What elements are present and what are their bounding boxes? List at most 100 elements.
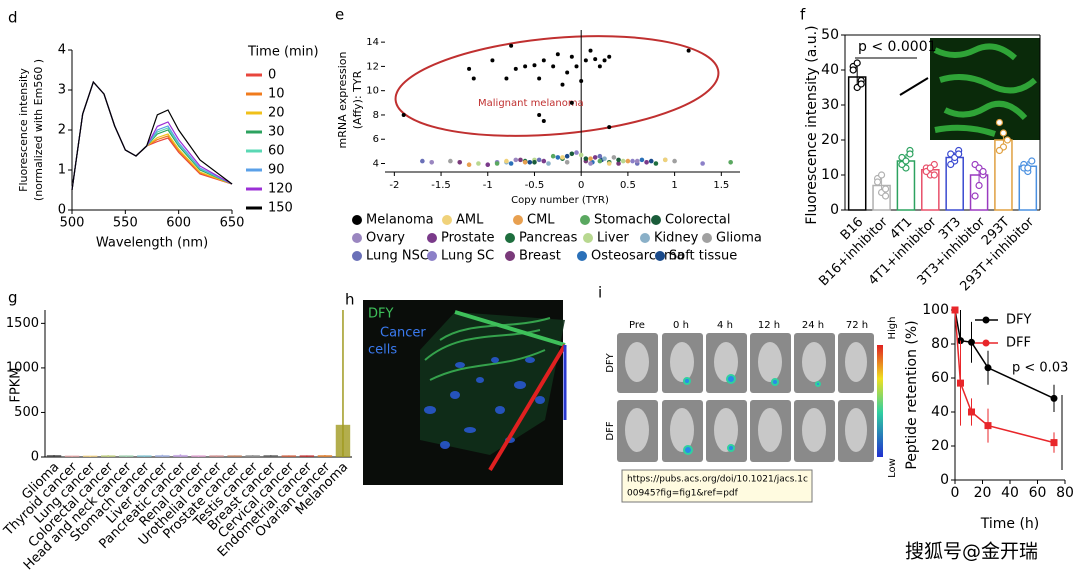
legend-label: 60 bbox=[268, 144, 285, 159]
point bbox=[588, 48, 593, 53]
y-tick-label: 1500 bbox=[6, 316, 39, 331]
point bbox=[504, 158, 509, 164]
box bbox=[317, 455, 333, 457]
legend-marker bbox=[505, 233, 515, 243]
point bbox=[541, 58, 546, 63]
y-tick-label: 6 bbox=[373, 134, 379, 145]
x-axis-label: Time (h) bbox=[980, 516, 1040, 532]
box bbox=[100, 455, 116, 457]
x-tick-label: 550 bbox=[113, 216, 138, 231]
point bbox=[606, 161, 612, 166]
point bbox=[509, 43, 514, 48]
legend-marker bbox=[442, 215, 452, 225]
y-tick-label: 2 bbox=[58, 123, 66, 138]
point bbox=[564, 159, 570, 165]
x-tick-label: 0 bbox=[578, 180, 584, 191]
legend-label: 20 bbox=[268, 106, 285, 121]
source-url: 00945?fig=fig1&ref=pdf bbox=[627, 489, 739, 499]
point bbox=[968, 408, 975, 416]
y-tick-label: 4 bbox=[58, 43, 66, 58]
point bbox=[532, 159, 537, 165]
confocal-image bbox=[363, 300, 567, 485]
point bbox=[504, 76, 509, 81]
annotation: p < 0.0001 bbox=[858, 39, 937, 55]
legend-marker bbox=[655, 251, 665, 261]
point bbox=[728, 159, 733, 165]
point bbox=[513, 66, 518, 71]
column-label: 4 h bbox=[717, 320, 733, 331]
legend-marker bbox=[583, 233, 593, 243]
point bbox=[602, 156, 607, 161]
legend-marker bbox=[982, 316, 990, 324]
legend-label: DFY bbox=[1006, 313, 1031, 328]
y-tick-label: 20 bbox=[821, 132, 839, 148]
legend-label: Liver bbox=[597, 231, 630, 246]
legend-label: Breast bbox=[519, 249, 561, 264]
x-tick-label: -2 bbox=[389, 180, 399, 191]
y-axis-label: Fluorescence intensity bbox=[17, 68, 30, 192]
data-point bbox=[971, 192, 979, 200]
bar bbox=[847, 76, 867, 211]
point bbox=[686, 48, 691, 53]
series-line bbox=[954, 309, 1055, 444]
colorbar-label: High bbox=[887, 317, 898, 340]
point bbox=[448, 158, 453, 164]
legend-label: 120 bbox=[268, 182, 293, 197]
legend-marker bbox=[427, 233, 437, 243]
legend-marker bbox=[505, 251, 515, 261]
point bbox=[639, 157, 645, 163]
point bbox=[546, 161, 551, 166]
point bbox=[597, 158, 603, 164]
box bbox=[227, 455, 242, 457]
legend-label: 90 bbox=[268, 163, 285, 178]
data-point bbox=[955, 150, 963, 158]
point bbox=[583, 58, 588, 63]
data-point bbox=[902, 157, 910, 165]
point bbox=[550, 153, 556, 159]
box bbox=[64, 455, 80, 457]
box bbox=[209, 455, 224, 457]
data-point bbox=[873, 178, 882, 186]
point bbox=[644, 159, 649, 165]
y-tick-label: 60 bbox=[931, 370, 949, 386]
point bbox=[648, 158, 654, 164]
point bbox=[607, 125, 612, 130]
y-tick-label: 0 bbox=[940, 472, 949, 488]
y-tick-label: 0 bbox=[31, 450, 39, 465]
box bbox=[173, 454, 188, 457]
y-tick-label: 50 bbox=[821, 27, 839, 43]
y-tick-label: 0 bbox=[58, 203, 66, 218]
point bbox=[579, 78, 584, 83]
y-tick-label: 40 bbox=[821, 62, 839, 78]
legend-label: Prostate bbox=[441, 231, 495, 246]
point bbox=[564, 153, 570, 159]
row-label: DFY bbox=[605, 352, 616, 372]
y-tick-label: 30 bbox=[821, 97, 839, 113]
point bbox=[578, 152, 584, 158]
box bbox=[155, 455, 170, 457]
x-tick-label: 60 bbox=[1029, 485, 1047, 501]
point bbox=[518, 157, 523, 163]
legend-label: Glioma bbox=[716, 231, 762, 246]
x-tick-label: 20 bbox=[974, 485, 992, 501]
legend-label: Colorectal bbox=[665, 213, 730, 228]
point bbox=[467, 66, 472, 71]
data-point bbox=[930, 171, 938, 179]
point bbox=[555, 155, 561, 160]
legend-label: Ovary bbox=[366, 231, 405, 246]
y-axis-label: (normalized with Em560 ) bbox=[32, 59, 45, 201]
legend-label: Stomach bbox=[594, 213, 651, 228]
point bbox=[593, 57, 598, 62]
legend-marker bbox=[702, 233, 712, 243]
y-axis-label: mRNA expression bbox=[336, 52, 349, 149]
data-point bbox=[1024, 164, 1032, 172]
point bbox=[588, 161, 593, 166]
legend-label: AML bbox=[456, 213, 484, 228]
box bbox=[245, 455, 260, 457]
point bbox=[607, 54, 612, 59]
column-label: 72 h bbox=[846, 320, 868, 331]
point bbox=[560, 155, 565, 160]
legend-marker bbox=[580, 215, 590, 225]
y-tick-label: 0 bbox=[830, 202, 839, 218]
point bbox=[565, 70, 570, 75]
